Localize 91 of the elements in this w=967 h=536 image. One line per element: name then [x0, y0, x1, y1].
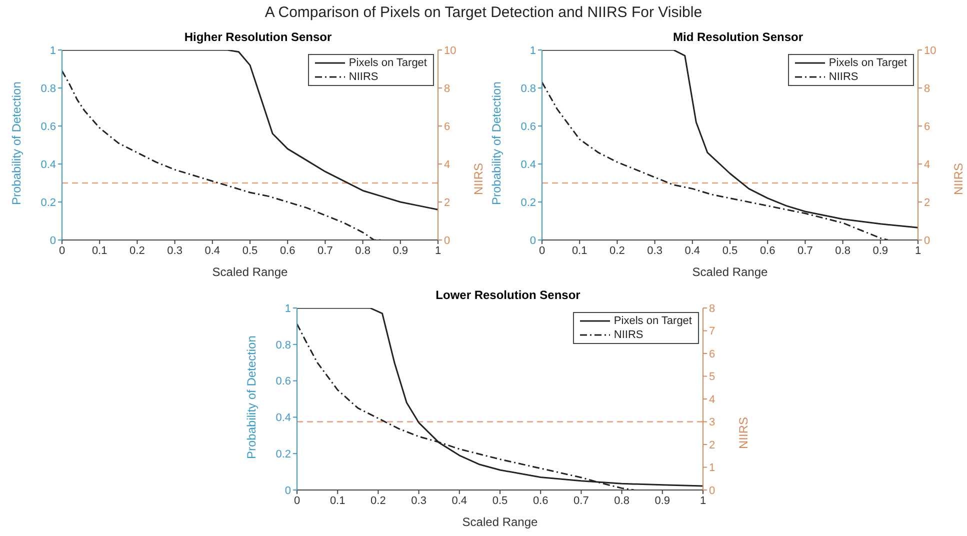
legend-label: Pixels on Target: [348, 56, 427, 70]
y2-tick-label: 2: [444, 196, 450, 209]
x-tick-label: 1: [700, 494, 706, 507]
y-axis-title: Probability of Detection: [489, 82, 504, 205]
y-tick-label: 0.2: [276, 448, 291, 461]
x-tick-label: 0.1: [572, 244, 588, 257]
x-tick-label: 0.6: [760, 244, 776, 257]
y2-tick-label: 0: [709, 484, 716, 497]
text: A Comparison of Pixels on Target Detection and NIIRS For Visible: [264, 4, 704, 21]
x-axis-title: Scaled Range: [212, 265, 288, 279]
x-tick-label: 0.4: [452, 494, 468, 507]
y2-axis-title: NIIRS: [736, 417, 750, 450]
y2-tick-label: 4: [709, 394, 716, 406]
y-tick-label: 0.4: [520, 158, 536, 171]
x-tick-label: 0.3: [167, 244, 182, 257]
line-series: [62, 50, 438, 210]
x-axis-title: Scaled Range: [692, 265, 768, 279]
y2-tick-label: 1: [709, 462, 716, 474]
y-tick-label: 0: [530, 234, 536, 247]
y2-tick-label: 4: [924, 158, 930, 171]
x-tick-label: 0.5: [242, 244, 258, 257]
x-tick-label: 0.3: [647, 244, 662, 257]
x-tick-label: 0.2: [610, 244, 625, 257]
y-tick-label: 0.8: [276, 339, 291, 352]
y-axis-title: Probability of Detection: [9, 82, 24, 205]
y-tick-label: 0.6: [276, 376, 291, 388]
x-tick-label: 1: [914, 244, 922, 257]
x-tick-label: 0.7: [574, 494, 589, 507]
y2-axis-title: NIIRS: [471, 163, 486, 196]
y-tick-label: 1: [530, 44, 536, 57]
chart-subtitle: Lower Resolution Sensor: [434, 288, 582, 302]
legend-label: NIIRS: [614, 328, 644, 342]
x-tick-label: 0.8: [355, 244, 370, 257]
y2-tick-label: 6: [924, 120, 930, 133]
x-tick-label: 0.3: [411, 494, 426, 507]
y-tick-label: 0.6: [40, 120, 56, 133]
x-axis-title: Scaled Range: [462, 515, 538, 529]
y2-tick-label: 0: [444, 234, 450, 247]
y2-tick-label: 2: [709, 439, 716, 452]
y2-tick-label: 8: [924, 82, 930, 95]
y-tick-label: 0: [50, 234, 56, 247]
y2-tick-label: 2: [924, 196, 930, 209]
y2-tick-label: 4: [444, 158, 450, 171]
y-tick-label: 1: [50, 44, 56, 57]
y-tick-label: 0.4: [276, 412, 291, 424]
y2-tick-label: 10: [924, 44, 936, 57]
x-tick-label: 0.7: [798, 244, 813, 257]
x-tick-label: 0: [538, 244, 546, 257]
legend-label: Pixels on Target: [614, 314, 692, 328]
x-tick-label: 0: [294, 494, 300, 507]
x-tick-label: 0.9: [392, 244, 408, 257]
y-tick-label: 0.4: [40, 158, 56, 171]
x-tick-label: 0.2: [370, 494, 386, 507]
x-tick-label: 0.1: [330, 494, 346, 507]
x-tick-label: 0.8: [835, 244, 850, 257]
y2-tick-label: 6: [709, 348, 716, 360]
x-tick-label: 0.4: [684, 244, 700, 257]
y2-tick-label: 5: [709, 371, 716, 384]
y-tick-label: 1: [284, 302, 291, 315]
y2-tick-label: 8: [709, 302, 716, 315]
y-tick-label: 0.2: [520, 196, 536, 209]
y-tick-label: 0: [284, 484, 291, 497]
x-tick-label: 1: [434, 244, 442, 257]
x-tick-label: 0.1: [92, 244, 108, 257]
x-tick-label: 0.5: [492, 494, 508, 507]
x-tick-label: 0.2: [130, 244, 145, 257]
x-tick-label: 0.4: [204, 244, 220, 257]
x-tick-label: 0.7: [318, 244, 333, 257]
legend-label: NIIRS: [348, 70, 378, 84]
legend-label: NIIRS: [828, 70, 858, 84]
y2-axis-title: NIIRS: [951, 163, 966, 196]
x-tick-label: 0: [58, 244, 66, 257]
line-series: [297, 308, 703, 487]
y-tick-label: 0.8: [520, 82, 536, 95]
y2-tick-label: 0: [924, 234, 930, 247]
chart-subtitle: Mid Resolution Sensor: [672, 30, 804, 44]
chart-subtitle: Higher Resolution Sensor: [183, 30, 333, 44]
y2-tick-label: 8: [444, 82, 450, 95]
y-tick-label: 0.8: [40, 82, 56, 95]
y2-tick-label: 3: [709, 416, 716, 429]
x-tick-label: 0.9: [654, 494, 670, 507]
x-tick-label: 0.9: [872, 244, 888, 257]
y2-tick-label: 7: [709, 326, 716, 338]
y2-tick-label: 6: [444, 120, 450, 133]
x-tick-label: 0.5: [722, 244, 738, 257]
y-tick-label: 0.2: [40, 196, 56, 209]
y-axis-title: Probability of Detection: [244, 336, 258, 459]
y2-tick-label: 10: [444, 44, 456, 57]
x-tick-label: 0.8: [614, 494, 630, 507]
y-tick-label: 0.6: [520, 120, 536, 133]
legend-label: Pixels on Target: [828, 56, 907, 70]
